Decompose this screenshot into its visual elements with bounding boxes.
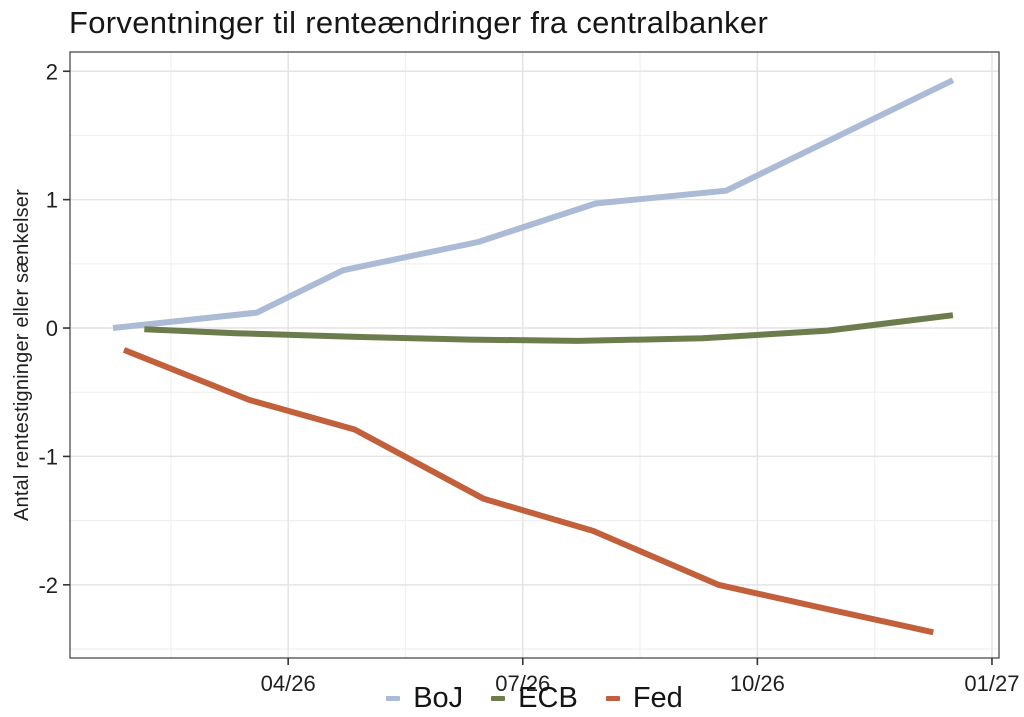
x-tick-label: 10/26 — [730, 671, 785, 696]
legend-item-boj: BoJ — [386, 681, 464, 714]
x-tick-label: 07/26 — [495, 671, 550, 696]
panel-border — [69, 51, 1000, 659]
y-tick-label: 0 — [46, 316, 58, 341]
series-line-fed — [122, 347, 934, 636]
legend: BoJ ECB Fed — [70, 679, 999, 717]
x-tick-label: 01/27 — [964, 671, 1019, 696]
legend-swatch-ecb — [491, 695, 506, 701]
series-line-boj — [112, 77, 955, 331]
legend-swatch-boj — [386, 695, 401, 701]
y-tick-label: 2 — [46, 59, 58, 84]
legend-label-boj: BoJ — [413, 681, 464, 714]
legend-item-ecb: ECB — [491, 681, 578, 714]
y-tick-label: -2 — [38, 573, 58, 598]
y-tick-label: -1 — [38, 444, 58, 469]
legend-swatch-fed — [605, 695, 620, 701]
legend-item-fed: Fed — [605, 681, 683, 714]
chart-title: Forventninger til renteændringer fra cen… — [69, 5, 769, 40]
y-tick-label: 1 — [46, 188, 58, 213]
x-tick-label: 04/26 — [261, 671, 316, 696]
series-line-ecb — [144, 312, 954, 344]
legend-label-fed: Fed — [632, 681, 683, 714]
legend-label-ecb: ECB — [518, 681, 578, 714]
panel-background — [70, 52, 999, 658]
